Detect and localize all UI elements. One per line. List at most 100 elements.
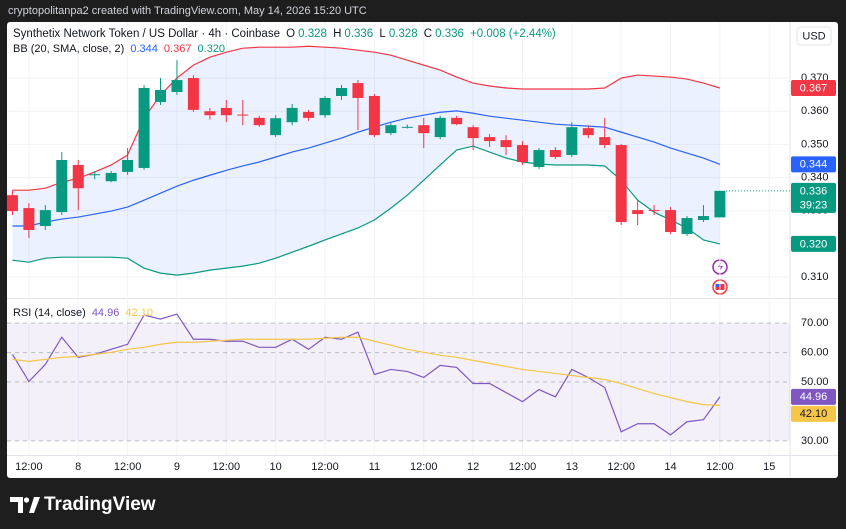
line <box>11 313 721 436</box>
candle-body <box>270 118 282 136</box>
price-badge-label: 0.336 <box>800 185 828 197</box>
candle-body <box>303 111 315 118</box>
indicator-value: 0.344 <box>130 43 158 55</box>
candle-body <box>122 160 134 172</box>
x-tick-label: 12:00 <box>607 461 635 473</box>
candle-body <box>516 145 528 162</box>
event-icon <box>718 262 723 272</box>
currency-box <box>796 26 832 46</box>
price-badge <box>791 405 836 422</box>
price-badge <box>791 235 836 252</box>
y-tick-label: 0.360 <box>801 105 829 117</box>
ohlc-letter: L <box>379 28 386 40</box>
price-badge <box>791 182 836 213</box>
symbol-title: Synthetix Network Token / US Dollar · 4h… <box>13 28 280 40</box>
candle-body <box>6 195 18 212</box>
candle-body <box>89 174 101 176</box>
x-tick-label: 12:00 <box>15 461 43 473</box>
band-line <box>12 145 721 276</box>
x-tick-label: 12 <box>467 461 479 473</box>
brand-logo <box>10 497 40 513</box>
plot-layer <box>6 22 790 455</box>
candle-body <box>697 216 709 221</box>
candle-body <box>187 78 199 110</box>
legend-rsi: RSI (14, close) 44.96 42.10 <box>13 307 156 319</box>
y-tick-label: 0.340 <box>801 171 829 183</box>
band-line <box>12 110 721 227</box>
candle-body <box>451 117 463 125</box>
price-badge-label: 0.344 <box>800 159 828 171</box>
candle-body <box>500 140 512 148</box>
event-icon <box>715 284 720 287</box>
price-badge <box>791 156 836 173</box>
line <box>12 336 720 406</box>
candle-body <box>352 83 364 98</box>
indicator-value: 42.10 <box>125 307 153 319</box>
x-tick-label: 12:00 <box>114 461 142 473</box>
candle-body <box>401 126 413 128</box>
logo-icon <box>10 497 23 513</box>
candle-body <box>56 160 68 213</box>
x-tick-label: 12:00 <box>311 461 339 473</box>
candle-body <box>665 210 677 232</box>
ohlc-letter: C <box>423 28 433 40</box>
candle-body <box>681 218 693 234</box>
countdown: 39:23 <box>800 199 828 211</box>
chart-area <box>7 22 838 478</box>
price-badge-label: 44.96 <box>800 391 828 403</box>
y-tick-label: 70.00 <box>801 317 829 329</box>
candle-body <box>237 114 249 116</box>
x-tick-label: 11 <box>369 461 380 473</box>
legend-main: Synthetix Network Token / US Dollar · 4h… <box>13 28 559 40</box>
candle-body <box>155 90 167 102</box>
candle-body <box>72 164 84 189</box>
candle-body <box>566 127 578 156</box>
ohlc-value: 0.336 <box>344 28 374 40</box>
y-tick-label: 60.00 <box>801 346 829 358</box>
legend-indicator: BB (20, SMA, close, 2) 0.344 0.367 0.320 <box>13 43 228 55</box>
candle-body <box>385 125 397 134</box>
x-tick-label: 15 <box>763 461 775 473</box>
candle-body <box>533 150 545 167</box>
y-tick-label: 50.00 <box>801 376 829 388</box>
price-badge <box>791 80 836 97</box>
price-badge-label: 42.10 <box>800 408 828 420</box>
change: +0.008 (+2.44%) <box>470 28 556 40</box>
ohlc-letter: H <box>333 28 342 40</box>
y-tick-label: 30.00 <box>801 435 829 447</box>
indicator-value: 44.96 <box>91 307 120 319</box>
candle-body <box>599 137 611 146</box>
indicator-value: 0.320 <box>197 43 226 55</box>
candle-body <box>171 80 183 92</box>
x-tick-label: 8 <box>75 461 81 473</box>
x-tick-label: 12:00 <box>213 461 241 473</box>
candle-body <box>418 125 430 134</box>
candle-body <box>335 88 347 96</box>
candle-body <box>714 190 726 218</box>
candle-body <box>105 172 117 182</box>
ohlc-letter: O <box>286 28 296 40</box>
candle-body <box>648 210 660 212</box>
price-badge-label: 0.367 <box>800 82 828 94</box>
x-tick-label: 9 <box>174 461 180 473</box>
ohlc-value: 0.328 <box>388 28 418 40</box>
brand: TradingView <box>44 494 156 515</box>
candle-body <box>632 210 644 215</box>
candle-body <box>138 88 150 168</box>
indicator-value: 0.367 <box>163 43 192 55</box>
candle-body <box>39 210 51 227</box>
x-tick-label: 12:00 <box>509 461 537 473</box>
attribution: cryptopolitanpa2 created with TradingVie… <box>8 5 367 17</box>
logo-icon <box>29 497 40 513</box>
x-tick-label: 13 <box>566 461 578 473</box>
x-tick-label: 10 <box>270 461 282 473</box>
indicator-title: BB (20, SMA, close, 2) <box>13 43 125 55</box>
candle-body <box>286 107 298 123</box>
logo-icon <box>23 497 30 503</box>
candle-body <box>319 97 331 116</box>
price-badge-label: 0.320 <box>800 238 828 250</box>
candle-body <box>615 145 627 223</box>
ohlc-value: 0.328 <box>298 28 327 40</box>
